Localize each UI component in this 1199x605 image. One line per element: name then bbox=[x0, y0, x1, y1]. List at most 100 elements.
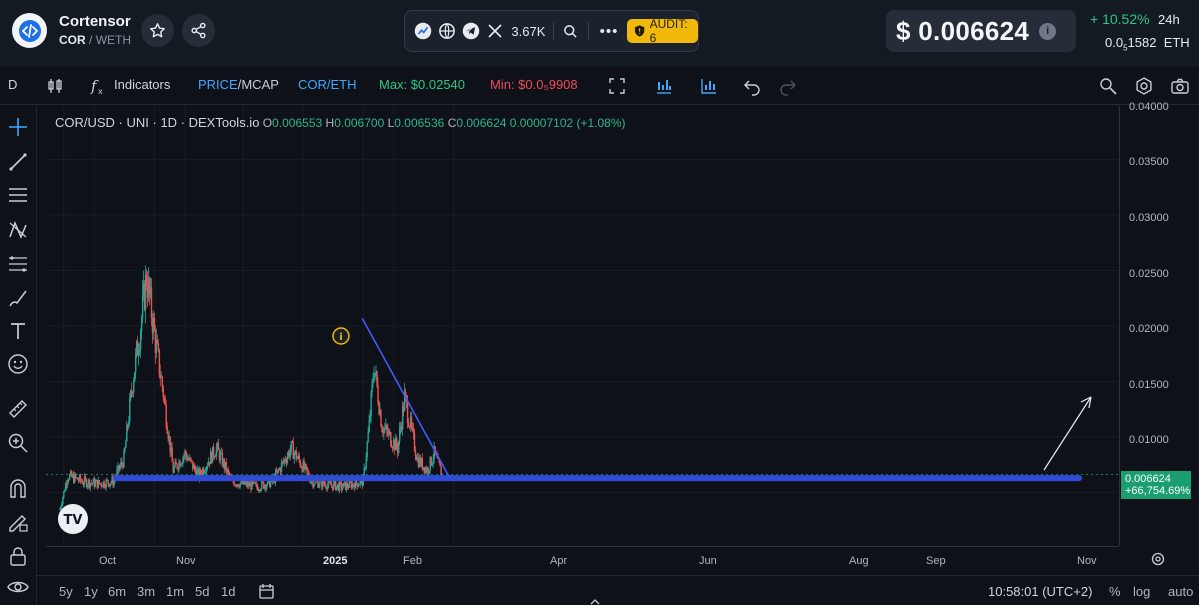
candle[interactable] bbox=[403, 382, 406, 412]
candle[interactable] bbox=[176, 463, 178, 470]
range-6m[interactable]: 6m bbox=[108, 584, 127, 599]
candle[interactable] bbox=[100, 482, 102, 489]
telegram-icon[interactable] bbox=[462, 21, 480, 41]
range-3m[interactable]: 3m bbox=[137, 584, 156, 599]
candle[interactable] bbox=[77, 477, 80, 484]
candle[interactable] bbox=[104, 484, 106, 490]
candle[interactable] bbox=[420, 456, 423, 468]
price-axis[interactable]: 0.04000 0.03500 0.03000 0.02500 0.02000 … bbox=[1119, 101, 1199, 546]
candle[interactable] bbox=[292, 437, 295, 459]
candle[interactable] bbox=[416, 452, 419, 463]
candle[interactable] bbox=[391, 440, 393, 449]
candle[interactable] bbox=[419, 454, 422, 468]
range-1y[interactable]: 1y bbox=[84, 584, 98, 599]
candle[interactable] bbox=[378, 400, 380, 416]
candle[interactable] bbox=[158, 348, 161, 379]
candle[interactable] bbox=[356, 483, 359, 491]
candle[interactable] bbox=[222, 457, 225, 468]
trend-line[interactable] bbox=[361, 317, 451, 479]
candle[interactable] bbox=[424, 466, 427, 474]
candle[interactable] bbox=[60, 505, 62, 511]
candle[interactable] bbox=[343, 480, 346, 486]
ruler-icon[interactable] bbox=[7, 398, 29, 420]
candle[interactable] bbox=[123, 448, 125, 469]
candle[interactable] bbox=[163, 395, 165, 404]
candle[interactable] bbox=[400, 421, 403, 433]
range-5y[interactable]: 5y bbox=[59, 584, 73, 599]
candle[interactable] bbox=[305, 463, 307, 471]
candle[interactable] bbox=[407, 417, 410, 428]
candle[interactable] bbox=[294, 450, 297, 456]
candle[interactable] bbox=[203, 466, 205, 476]
lock-icon[interactable] bbox=[7, 545, 29, 567]
candle[interactable] bbox=[134, 372, 136, 383]
candle[interactable] bbox=[72, 470, 75, 484]
candle[interactable] bbox=[189, 453, 191, 462]
candle[interactable] bbox=[306, 466, 308, 476]
candle[interactable] bbox=[215, 442, 218, 460]
candle[interactable] bbox=[206, 461, 209, 471]
candle[interactable] bbox=[287, 450, 290, 459]
candle[interactable] bbox=[156, 334, 159, 345]
candle[interactable] bbox=[102, 481, 104, 489]
candle[interactable] bbox=[293, 451, 296, 464]
candle[interactable] bbox=[357, 481, 360, 488]
candle[interactable] bbox=[67, 478, 69, 489]
candle[interactable] bbox=[288, 448, 291, 459]
candle[interactable] bbox=[281, 460, 284, 468]
candle[interactable] bbox=[89, 482, 92, 492]
candle[interactable] bbox=[153, 312, 156, 332]
candle[interactable] bbox=[178, 458, 180, 474]
candle[interactable] bbox=[376, 370, 378, 389]
candle[interactable] bbox=[433, 441, 435, 465]
candle[interactable] bbox=[85, 477, 88, 489]
settings-icon[interactable] bbox=[1134, 76, 1154, 96]
candle[interactable] bbox=[117, 462, 119, 474]
candle[interactable] bbox=[374, 372, 376, 378]
bars-chart-icon[interactable] bbox=[654, 76, 674, 96]
candle[interactable] bbox=[427, 466, 429, 477]
candle[interactable] bbox=[390, 431, 392, 447]
candle[interactable] bbox=[78, 473, 81, 483]
candle[interactable] bbox=[414, 446, 417, 461]
text-icon[interactable] bbox=[7, 320, 29, 342]
candle[interactable] bbox=[112, 473, 114, 488]
candle[interactable] bbox=[411, 422, 414, 433]
chart-app-icon[interactable] bbox=[414, 21, 432, 41]
candle[interactable] bbox=[181, 461, 183, 465]
candle[interactable] bbox=[119, 463, 121, 472]
candle[interactable] bbox=[164, 394, 166, 406]
candle[interactable] bbox=[83, 472, 86, 488]
candle[interactable] bbox=[157, 339, 160, 353]
candle[interactable] bbox=[107, 479, 109, 488]
candle[interactable] bbox=[223, 457, 226, 474]
candle[interactable] bbox=[335, 485, 338, 492]
log-toggle[interactable]: log bbox=[1133, 584, 1151, 599]
candle[interactable] bbox=[61, 501, 63, 509]
candle[interactable] bbox=[432, 454, 434, 469]
candle[interactable] bbox=[216, 441, 219, 453]
redo-icon[interactable] bbox=[778, 76, 798, 96]
candle[interactable] bbox=[233, 480, 235, 487]
candle[interactable] bbox=[310, 480, 312, 484]
candle[interactable] bbox=[144, 265, 147, 324]
candle[interactable] bbox=[175, 458, 177, 464]
candle[interactable] bbox=[347, 483, 350, 491]
pattern-icon[interactable] bbox=[7, 219, 29, 241]
candle[interactable] bbox=[59, 507, 61, 511]
candle[interactable] bbox=[370, 390, 372, 424]
candle[interactable] bbox=[351, 480, 354, 490]
candle[interactable] bbox=[173, 465, 175, 475]
candle[interactable] bbox=[174, 458, 176, 468]
candle[interactable] bbox=[402, 402, 405, 417]
price-option[interactable]: PRICE bbox=[198, 77, 238, 92]
candle[interactable] bbox=[221, 448, 224, 468]
candle[interactable] bbox=[295, 446, 297, 463]
candle[interactable] bbox=[365, 452, 367, 472]
indicators-button[interactable]: Indicators bbox=[114, 77, 171, 92]
candle[interactable] bbox=[418, 454, 421, 468]
candle[interactable] bbox=[213, 455, 216, 460]
candle[interactable] bbox=[345, 480, 348, 493]
candle[interactable] bbox=[313, 483, 315, 489]
candle[interactable] bbox=[177, 466, 179, 472]
